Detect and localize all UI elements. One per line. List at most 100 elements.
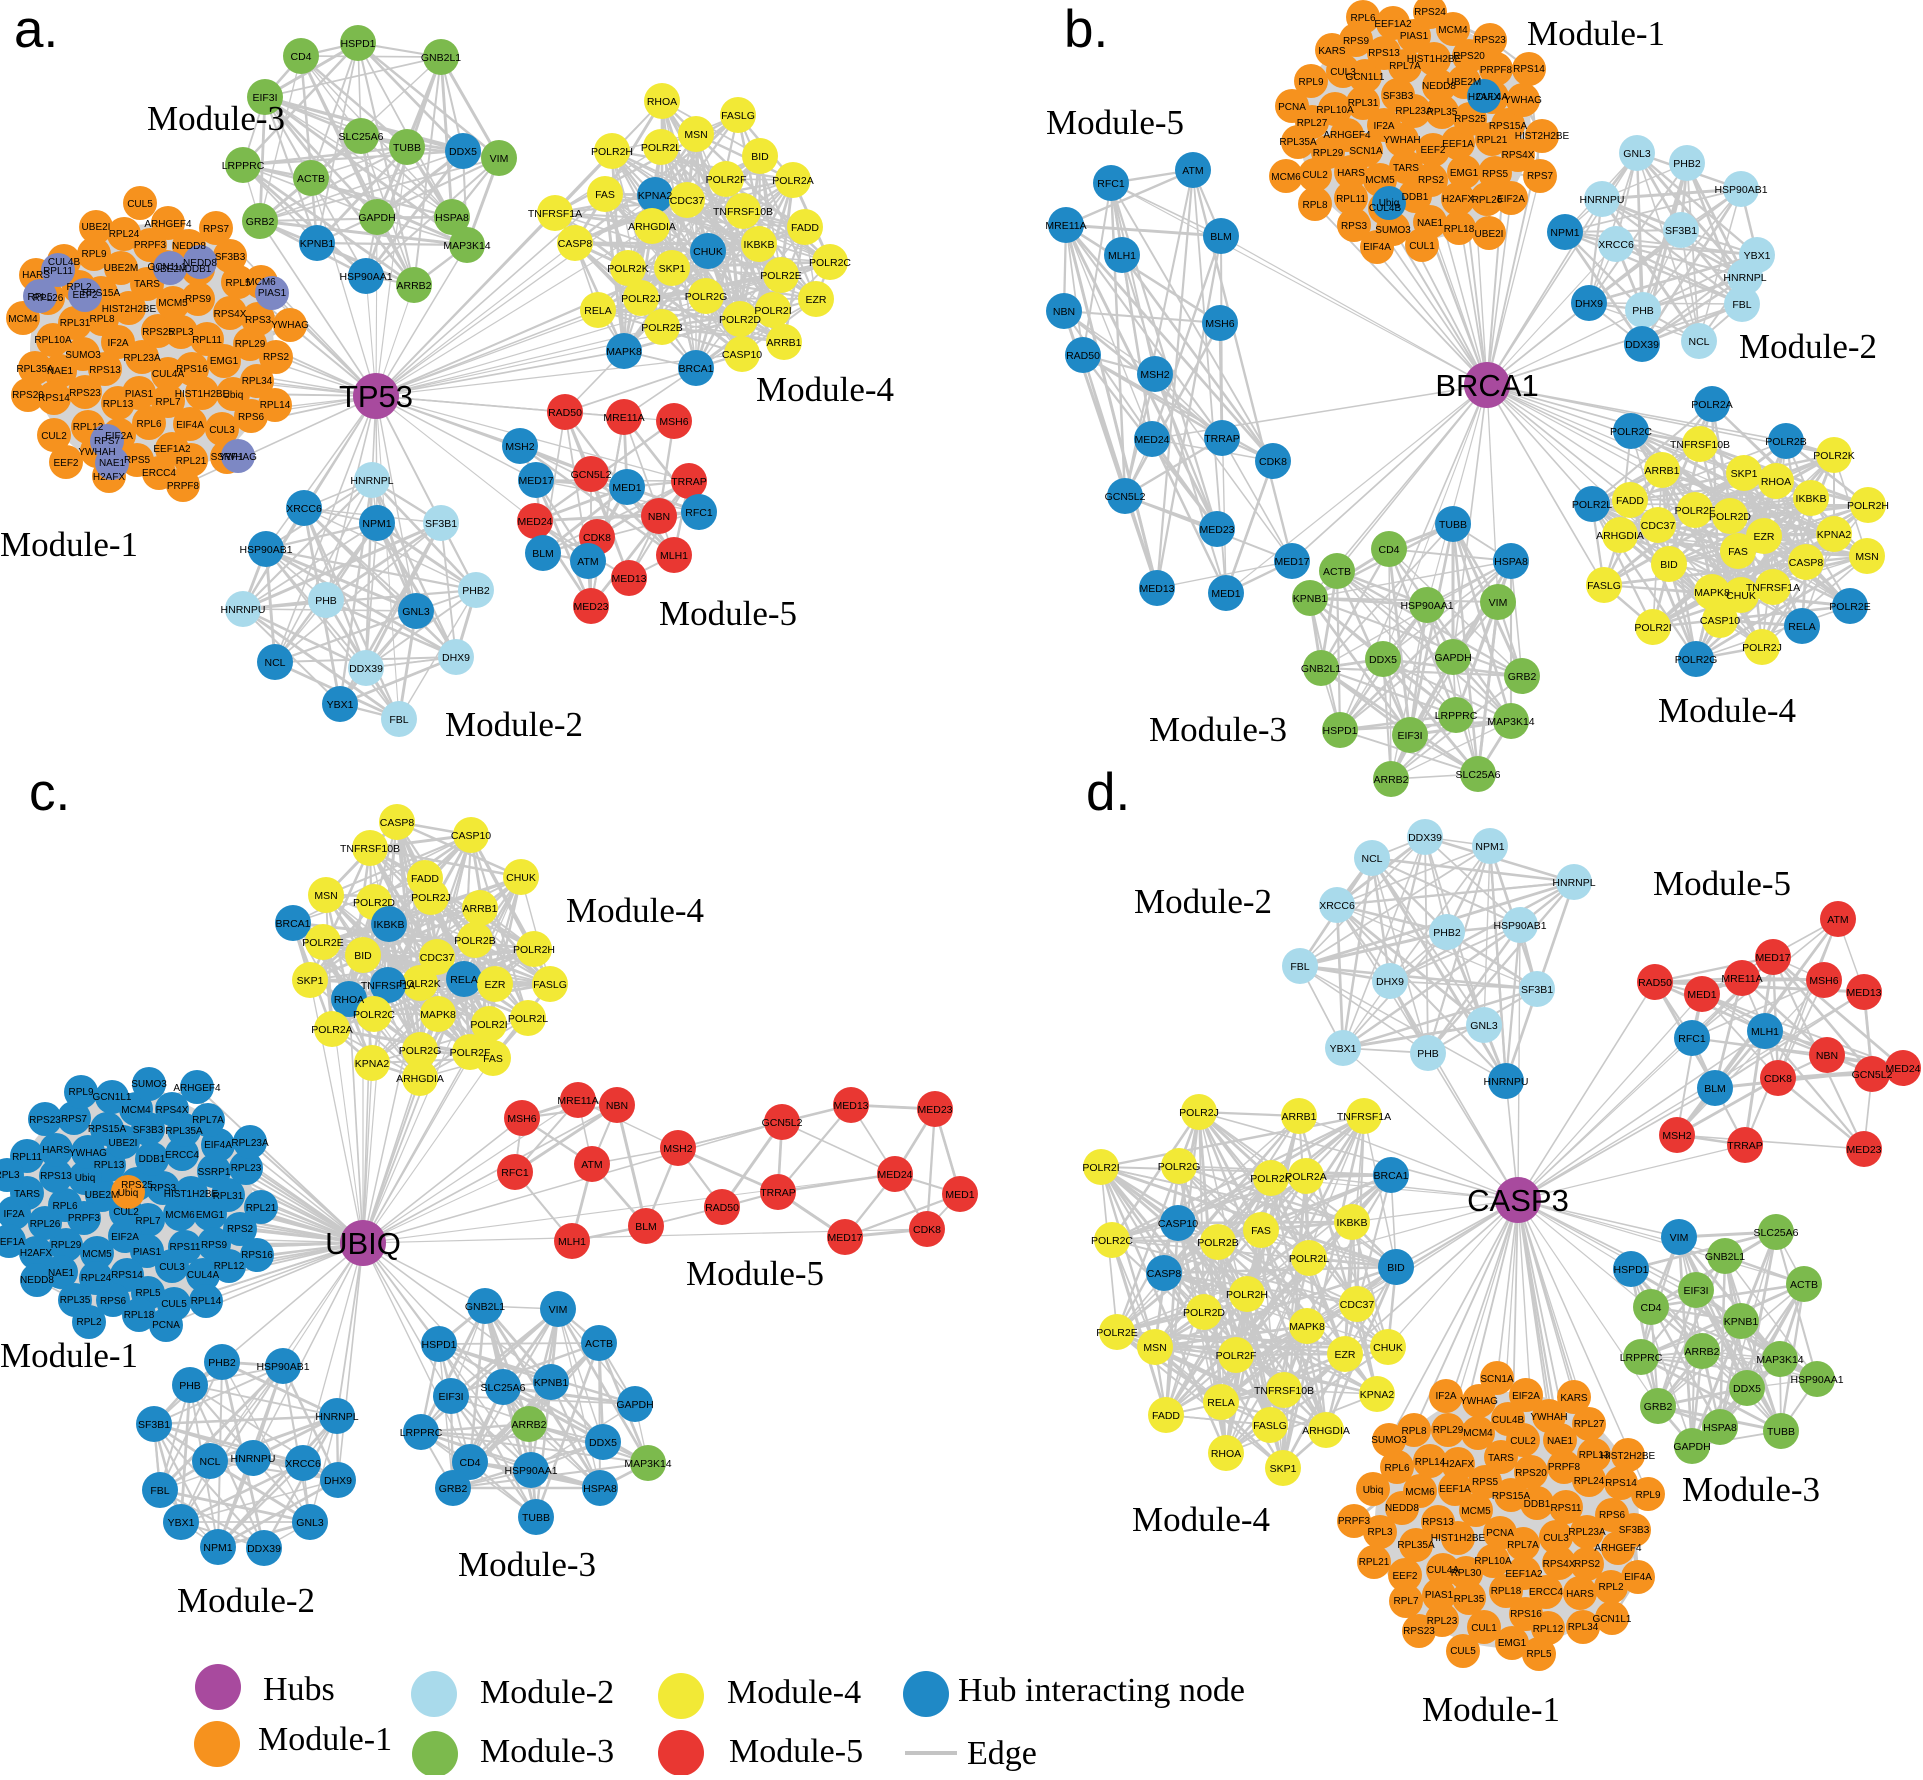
svg-text:SUMO3: SUMO3: [131, 1079, 167, 1090]
svg-text:RPL21: RPL21: [1477, 135, 1508, 146]
svg-text:Module-3: Module-3: [1682, 1470, 1820, 1509]
svg-text:RPL29: RPL29: [51, 1240, 82, 1251]
svg-text:UBE2M: UBE2M: [1447, 77, 1481, 88]
svg-text:HSP90AB1: HSP90AB1: [256, 1361, 309, 1373]
svg-text:GAPDH: GAPDH: [616, 1399, 653, 1411]
svg-text:IKBKB: IKBKB: [1337, 1217, 1368, 1229]
svg-text:EIF4A: EIF4A: [204, 1140, 232, 1151]
svg-text:GRB2: GRB2: [246, 216, 275, 228]
svg-text:FAS: FAS: [1251, 1225, 1271, 1237]
svg-text:ATM: ATM: [581, 1159, 602, 1171]
svg-text:LRPPRC: LRPPRC: [222, 160, 265, 172]
svg-text:CUL5: CUL5: [161, 1299, 187, 1310]
svg-text:ARHGDIA: ARHGDIA: [628, 221, 676, 233]
svg-text:FBL: FBL: [389, 714, 408, 726]
svg-text:NEDD8: NEDD8: [20, 1275, 54, 1286]
svg-text:RPL13: RPL13: [1579, 1450, 1610, 1461]
svg-text:EIF4A: EIF4A: [1624, 1572, 1652, 1583]
svg-text:HSPD1: HSPD1: [1613, 1264, 1648, 1276]
svg-text:TARS: TARS: [1393, 163, 1419, 174]
svg-text:MED24: MED24: [877, 1169, 912, 1181]
svg-text:TRRAP: TRRAP: [1204, 433, 1240, 445]
svg-text:TRRAP: TRRAP: [1727, 1140, 1763, 1152]
svg-text:MSN: MSN: [314, 890, 337, 902]
svg-text:RPS2: RPS2: [263, 352, 290, 363]
svg-text:RPS5: RPS5: [1482, 169, 1509, 180]
svg-text:EMG1: EMG1: [196, 1210, 225, 1221]
svg-text:EEF2: EEF2: [1392, 1571, 1417, 1582]
svg-text:KPNB1: KPNB1: [300, 238, 335, 250]
svg-text:POLR2G: POLR2G: [1675, 654, 1718, 666]
svg-text:VIM: VIM: [549, 1304, 568, 1316]
svg-text:POLR2G: POLR2G: [685, 291, 728, 303]
svg-text:UBE2I: UBE2I: [82, 222, 111, 233]
svg-text:MAP3K14: MAP3K14: [443, 240, 490, 252]
svg-text:Module-2: Module-2: [445, 705, 583, 744]
svg-text:MED1: MED1: [612, 482, 641, 494]
svg-text:EEF1A: EEF1A: [1442, 139, 1474, 150]
svg-text:NPM1: NPM1: [203, 1542, 232, 1554]
svg-text:RELA: RELA: [584, 305, 611, 317]
svg-text:EMG1: EMG1: [1498, 1638, 1527, 1649]
svg-text:KPNA2: KPNA2: [1360, 1389, 1395, 1401]
svg-text:CHUK: CHUK: [1726, 590, 1756, 602]
svg-text:MSH2: MSH2: [1140, 369, 1169, 381]
svg-text:RPS14: RPS14: [1513, 64, 1545, 75]
svg-text:Module-4: Module-4: [1658, 691, 1796, 730]
svg-text:GCN1L1: GCN1L1: [148, 262, 187, 273]
svg-text:RPS20: RPS20: [1515, 1468, 1547, 1479]
svg-text:CDK8: CDK8: [913, 1224, 941, 1236]
svg-text:Module-5: Module-5: [729, 1733, 863, 1770]
svg-text:CASP10: CASP10: [1700, 615, 1740, 627]
svg-text:GAPDH: GAPDH: [1673, 1441, 1710, 1453]
svg-text:DDX5: DDX5: [589, 1437, 617, 1449]
svg-text:EIF3I: EIF3I: [252, 92, 277, 104]
svg-text:HNRNPU: HNRNPU: [1484, 1076, 1529, 1088]
svg-text:RPS2: RPS2: [1418, 175, 1445, 186]
svg-text:YWHAG: YWHAG: [1504, 95, 1542, 106]
svg-text:Module-5: Module-5: [1653, 864, 1791, 903]
svg-text:Module-2: Module-2: [480, 1674, 614, 1711]
svg-text:EZR: EZR: [485, 979, 506, 991]
svg-text:POLR2H: POLR2H: [1847, 500, 1889, 512]
svg-text:RPL23: RPL23: [231, 1163, 262, 1174]
svg-text:MSN: MSN: [684, 129, 707, 141]
svg-text:KPNA2: KPNA2: [355, 1058, 390, 1070]
svg-text:PIAS1: PIAS1: [133, 1247, 162, 1258]
svg-text:DHX9: DHX9: [1575, 298, 1603, 310]
svg-text:RPS5: RPS5: [1472, 1477, 1499, 1488]
svg-text:Module-5: Module-5: [1046, 103, 1184, 142]
svg-text:POLR2L: POLR2L: [1572, 499, 1612, 511]
svg-text:RPL11: RPL11: [1336, 194, 1366, 205]
svg-text:IKBKB: IKBKB: [374, 919, 405, 931]
svg-text:KARS: KARS: [1560, 1393, 1588, 1404]
svg-text:CHUK: CHUK: [506, 872, 536, 884]
svg-text:RHOA: RHOA: [647, 96, 677, 108]
svg-text:RPL30: RPL30: [1451, 1568, 1482, 1579]
svg-text:ARRB1: ARRB1: [766, 337, 801, 349]
svg-text:NAE1: NAE1: [99, 458, 126, 469]
svg-text:ARRB2: ARRB2: [1684, 1346, 1719, 1358]
svg-text:CASP8: CASP8: [380, 817, 415, 829]
svg-text:NAE1: NAE1: [48, 1268, 75, 1279]
svg-text:SF3B3: SF3B3: [1383, 91, 1414, 102]
svg-text:Module-3: Module-3: [147, 99, 285, 138]
svg-text:RPL7: RPL7: [155, 397, 180, 408]
svg-text:Module-4: Module-4: [1132, 1500, 1270, 1539]
svg-text:RPL12: RPL12: [214, 1261, 245, 1272]
svg-text:FASLG: FASLG: [1587, 580, 1621, 592]
svg-text:ARRB2: ARRB2: [511, 1419, 546, 1431]
svg-text:DDX39: DDX39: [349, 663, 383, 675]
svg-text:RPS3: RPS3: [245, 315, 272, 326]
svg-text:Module-3: Module-3: [458, 1545, 596, 1584]
svg-text:NBN: NBN: [606, 1100, 628, 1112]
svg-text:RHOA: RHOA: [1761, 476, 1791, 488]
svg-text:BRCA1: BRCA1: [1373, 1170, 1408, 1182]
svg-text:YBX1: YBX1: [1330, 1043, 1357, 1055]
svg-text:RELA: RELA: [450, 974, 477, 986]
svg-text:b.: b.: [1064, 0, 1108, 59]
svg-text:TNFRSF1A: TNFRSF1A: [1337, 1111, 1391, 1123]
svg-text:Ubiq: Ubiq: [1363, 1485, 1384, 1496]
svg-text:RPL23A: RPL23A: [231, 1138, 269, 1149]
svg-text:HSP90AB1: HSP90AB1: [1714, 184, 1767, 196]
